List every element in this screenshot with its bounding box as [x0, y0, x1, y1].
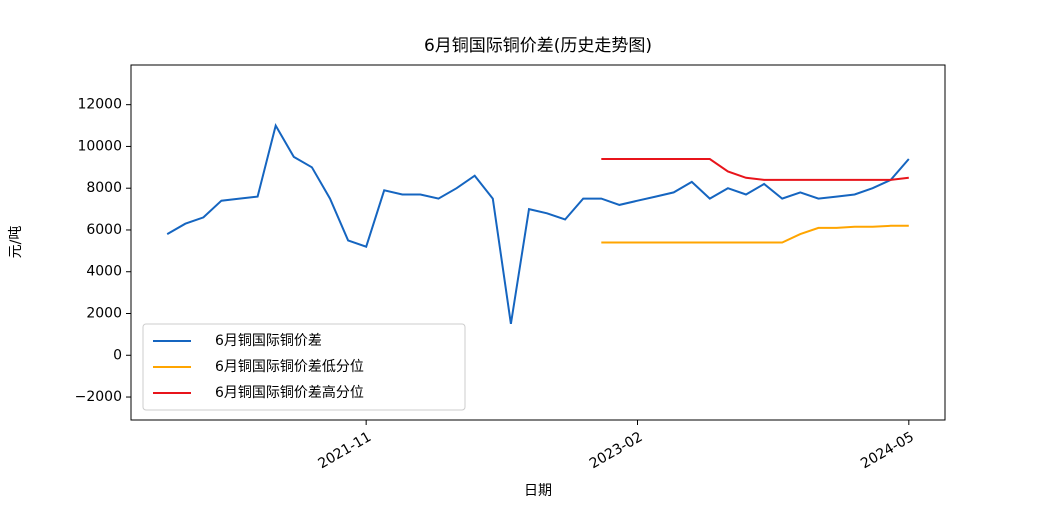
data-line [601, 158, 909, 181]
x-axis-label: 日期 [524, 483, 552, 499]
x-tick-label: 2021-11 [315, 429, 374, 472]
y-tick-label: −2000 [75, 389, 122, 405]
data-line [601, 224, 909, 244]
y-tick-label: 10000 [77, 138, 122, 154]
plot-frame [130, 64, 946, 421]
y-tick-label: 6000 [86, 222, 122, 238]
legend-box [142, 323, 466, 411]
y-axis-label: 元/吨 [8, 226, 24, 259]
y-tick-label: 12000 [77, 97, 122, 113]
x-tick-label: 2024-05 [858, 429, 917, 472]
data-line [166, 122, 910, 325]
legend-label: 6月铜国际铜价差高分位 [215, 384, 364, 401]
y-tick-label: 0 [113, 347, 122, 363]
y-tick-label: 8000 [86, 180, 122, 196]
y-tick-label: 4000 [86, 264, 122, 280]
y-tick-label: 2000 [86, 306, 122, 322]
legend-label: 6月铜国际铜价差低分位 [215, 359, 364, 375]
legend-label: 6月铜国际铜价差 [215, 333, 322, 349]
x-tick-label: 2023-02 [587, 429, 646, 472]
chart-title: 6月铜国际铜价差(历史走势图) [424, 36, 652, 56]
